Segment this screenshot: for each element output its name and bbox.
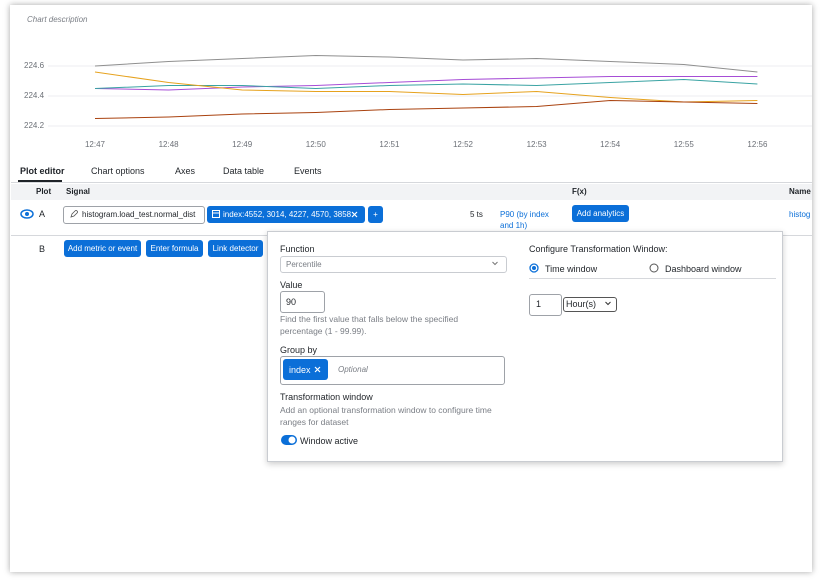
pencil-icon <box>70 210 78 218</box>
y-tick-label: 224.2 <box>24 121 45 130</box>
tab-divider <box>11 182 812 183</box>
function-select[interactable] <box>280 256 507 273</box>
plot-label: B <box>39 244 46 254</box>
filter-icon <box>212 210 220 218</box>
x-tick-label: 12:49 <box>232 140 253 149</box>
amount-text: 1 <box>536 299 542 309</box>
chart: 224.2 224.4 224.6 12:47 12:48 12:49 12:50 12:51… <box>24 54 812 149</box>
field-label: Transformation window <box>280 392 373 402</box>
filter-text: index:4552, 3014, 4227, 4570, 3858 <box>223 210 352 219</box>
column-header: Signal <box>66 187 91 196</box>
chip-text: index <box>289 365 311 375</box>
plot-label: A <box>39 209 46 219</box>
value-input[interactable] <box>280 291 325 313</box>
series-line <box>94 71 758 103</box>
tab-underline <box>18 180 62 182</box>
help-text: Add an optional transformation window to… <box>280 405 492 427</box>
chevron <box>605 301 611 306</box>
y-tick-label: 224.4 <box>24 91 45 100</box>
field-label: Function <box>280 244 315 254</box>
add-analytics-button[interactable]: Add analytics <box>572 205 629 222</box>
add-filter-button[interactable]: + <box>368 206 383 223</box>
tab[interactable]: Plot editor <box>20 166 65 176</box>
table-header <box>11 184 812 200</box>
plot-name[interactable]: histog <box>789 210 811 219</box>
x-tick-label: 12:47 <box>85 140 106 149</box>
radio-label: Dashboard window <box>665 264 742 274</box>
amount-input[interactable] <box>529 294 562 316</box>
y-tick-label: 224.6 <box>24 61 45 70</box>
filter-chip[interactable] <box>207 206 365 223</box>
unit-text: Hour(s) <box>566 299 597 309</box>
value-text: 90 <box>286 297 297 307</box>
column-header: F(x) <box>572 187 587 196</box>
x-tick-label: 12:55 <box>674 140 695 149</box>
series-line <box>94 78 758 90</box>
function-link[interactable]: P90 (by index and 1h) <box>500 210 549 230</box>
series-line <box>94 76 758 91</box>
x-tick-label: 12:51 <box>379 140 400 149</box>
group-chip[interactable] <box>283 359 328 380</box>
x-tick-label: 12:50 <box>306 140 327 149</box>
series-line <box>94 54 758 73</box>
x-tick-label: 12:53 <box>527 140 548 149</box>
close-icon[interactable] <box>351 211 358 218</box>
tab[interactable]: Axes <box>175 166 196 176</box>
select-value: Percentile <box>286 260 322 269</box>
window-title: Configure Transformation Window: <box>529 244 668 254</box>
visibility-icon[interactable] <box>20 209 34 219</box>
radio[interactable] <box>649 263 659 273</box>
x-tick-label: 12:54 <box>600 140 621 149</box>
field-label: Group by <box>280 345 318 355</box>
toggle[interactable] <box>281 435 297 445</box>
column-header: Plot <box>36 187 52 196</box>
divider <box>529 278 776 279</box>
signal-text: histogram.load_test.normal_dist <box>82 210 196 219</box>
detector-button[interactable]: Link detector <box>208 240 263 257</box>
unit-select[interactable] <box>563 297 617 312</box>
x-tick-label: 12:48 <box>159 140 180 149</box>
help-text: Find the first value that falls below th… <box>280 314 459 336</box>
chart-description: Chart description <box>27 15 88 24</box>
chevron <box>492 261 498 266</box>
placeholder: Optional <box>338 365 368 374</box>
ts-count: 5 ts <box>470 210 483 219</box>
tab[interactable]: Chart options <box>91 166 145 176</box>
column-header: Name <box>789 187 811 196</box>
signal-input[interactable] <box>63 206 205 224</box>
field-label: Value <box>280 280 303 290</box>
add-metric-button[interactable]: Add metric or event <box>64 240 141 257</box>
tab[interactable]: Events <box>294 166 322 176</box>
x-tick-label: 12:56 <box>747 140 768 149</box>
x-tick-label: 12:52 <box>453 140 474 149</box>
toggle-label: Window active <box>300 436 359 446</box>
formula-button[interactable]: Enter formula <box>146 240 203 257</box>
series-line <box>94 99 758 119</box>
radio-selected[interactable] <box>529 263 539 273</box>
tab[interactable]: Data table <box>223 166 265 176</box>
radio-label: Time window <box>545 264 598 274</box>
close-icon[interactable] <box>314 366 321 373</box>
